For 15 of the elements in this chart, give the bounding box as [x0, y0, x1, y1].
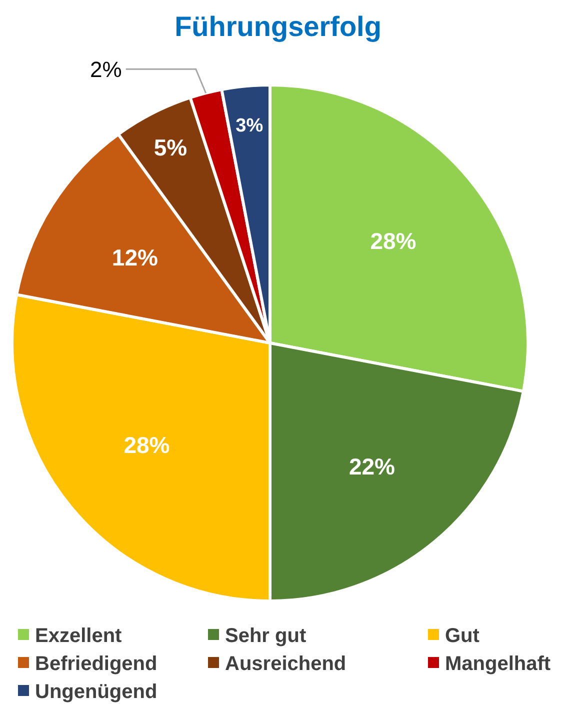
data-label: 5%: [154, 134, 188, 161]
data-label: 28%: [124, 432, 170, 458]
legend-label: Mangelhaft: [445, 653, 551, 675]
data-label: 3%: [236, 115, 264, 136]
data-label: 2%: [90, 57, 122, 82]
legend-label: Ausreichend: [225, 653, 346, 675]
legend-label: Gut: [445, 625, 480, 647]
legend-label: Sehr gut: [225, 625, 306, 647]
legend-label: Befriedigend: [35, 653, 158, 675]
data-label: 12%: [112, 244, 158, 270]
data-label: 22%: [348, 453, 395, 480]
legend-label: Ungenügend: [35, 681, 158, 703]
chart-title: Führungserfolg: [174, 11, 382, 42]
data-label: 28%: [370, 228, 416, 254]
legend-label: Exzellent: [35, 625, 122, 647]
